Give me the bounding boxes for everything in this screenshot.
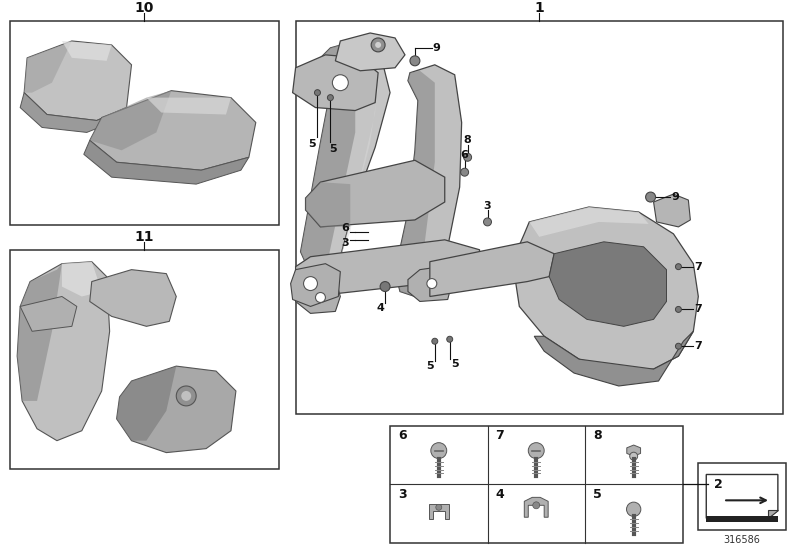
Polygon shape xyxy=(306,182,350,227)
Text: 7: 7 xyxy=(495,429,504,442)
Polygon shape xyxy=(117,366,236,452)
Polygon shape xyxy=(301,45,355,272)
Text: 5: 5 xyxy=(593,488,602,501)
Text: 5: 5 xyxy=(451,359,458,369)
Circle shape xyxy=(626,502,641,516)
Text: 10: 10 xyxy=(134,1,154,15)
Circle shape xyxy=(533,502,540,509)
Polygon shape xyxy=(524,497,548,517)
Polygon shape xyxy=(20,92,126,132)
Text: 6: 6 xyxy=(342,223,350,233)
Polygon shape xyxy=(24,41,131,120)
Text: 5: 5 xyxy=(426,361,434,371)
Bar xyxy=(10,250,278,469)
Polygon shape xyxy=(62,41,112,61)
Circle shape xyxy=(646,192,655,202)
Text: 9: 9 xyxy=(433,43,441,53)
Polygon shape xyxy=(395,71,435,296)
Polygon shape xyxy=(90,91,256,170)
Text: 3: 3 xyxy=(398,488,406,501)
Circle shape xyxy=(675,264,682,270)
Circle shape xyxy=(432,338,438,344)
Bar xyxy=(698,463,786,530)
Polygon shape xyxy=(530,207,649,237)
Circle shape xyxy=(528,442,544,459)
Polygon shape xyxy=(306,160,445,227)
Circle shape xyxy=(461,168,469,176)
Circle shape xyxy=(375,42,381,48)
Circle shape xyxy=(371,38,385,52)
Circle shape xyxy=(303,277,318,291)
Bar xyxy=(10,21,278,225)
Text: 4: 4 xyxy=(495,488,504,501)
Text: 5: 5 xyxy=(330,144,337,155)
Polygon shape xyxy=(408,265,452,301)
Text: 4: 4 xyxy=(376,304,384,314)
Polygon shape xyxy=(117,366,176,441)
Polygon shape xyxy=(84,141,249,184)
Polygon shape xyxy=(295,279,340,314)
Polygon shape xyxy=(768,510,778,518)
Polygon shape xyxy=(90,270,176,326)
Polygon shape xyxy=(549,242,666,326)
Polygon shape xyxy=(146,97,231,115)
Polygon shape xyxy=(430,242,554,296)
Circle shape xyxy=(427,278,437,288)
Text: 6: 6 xyxy=(398,429,406,442)
Polygon shape xyxy=(395,65,462,296)
Circle shape xyxy=(380,282,390,292)
Polygon shape xyxy=(290,264,340,306)
Polygon shape xyxy=(514,207,698,371)
Text: 8: 8 xyxy=(593,429,602,442)
Text: 1: 1 xyxy=(534,1,544,15)
Text: 7: 7 xyxy=(694,305,702,314)
Circle shape xyxy=(410,56,420,66)
Polygon shape xyxy=(62,262,102,296)
Text: 11: 11 xyxy=(134,230,154,244)
Circle shape xyxy=(483,218,491,226)
Text: 316586: 316586 xyxy=(724,535,761,545)
Text: 3: 3 xyxy=(484,201,491,211)
Polygon shape xyxy=(24,41,72,92)
Polygon shape xyxy=(293,55,378,110)
Polygon shape xyxy=(429,505,449,519)
Text: 7: 7 xyxy=(694,262,702,272)
Text: 7: 7 xyxy=(694,341,702,351)
Circle shape xyxy=(314,90,321,96)
Polygon shape xyxy=(534,332,694,386)
Polygon shape xyxy=(295,240,479,296)
Bar xyxy=(295,21,783,414)
Polygon shape xyxy=(17,262,110,441)
Polygon shape xyxy=(706,474,778,518)
Circle shape xyxy=(176,386,196,406)
Polygon shape xyxy=(626,445,641,456)
Circle shape xyxy=(675,343,682,349)
Circle shape xyxy=(431,442,446,459)
Text: 5: 5 xyxy=(309,139,316,150)
Circle shape xyxy=(675,306,682,312)
Polygon shape xyxy=(90,91,171,150)
Text: 9: 9 xyxy=(671,192,679,202)
Circle shape xyxy=(630,452,638,460)
Text: 6: 6 xyxy=(461,150,469,160)
Polygon shape xyxy=(335,33,405,71)
Circle shape xyxy=(446,336,453,342)
Circle shape xyxy=(464,153,471,161)
Circle shape xyxy=(327,95,334,101)
Polygon shape xyxy=(326,41,380,272)
Circle shape xyxy=(332,74,348,91)
Bar xyxy=(706,516,778,522)
Circle shape xyxy=(182,391,191,401)
Polygon shape xyxy=(20,296,77,332)
Polygon shape xyxy=(17,264,62,401)
Text: 8: 8 xyxy=(464,136,471,146)
Circle shape xyxy=(315,292,326,302)
Polygon shape xyxy=(654,194,690,227)
Circle shape xyxy=(436,505,442,510)
Text: 3: 3 xyxy=(342,238,349,248)
Polygon shape xyxy=(301,41,390,272)
Bar xyxy=(390,426,683,543)
Text: 2: 2 xyxy=(714,478,722,491)
